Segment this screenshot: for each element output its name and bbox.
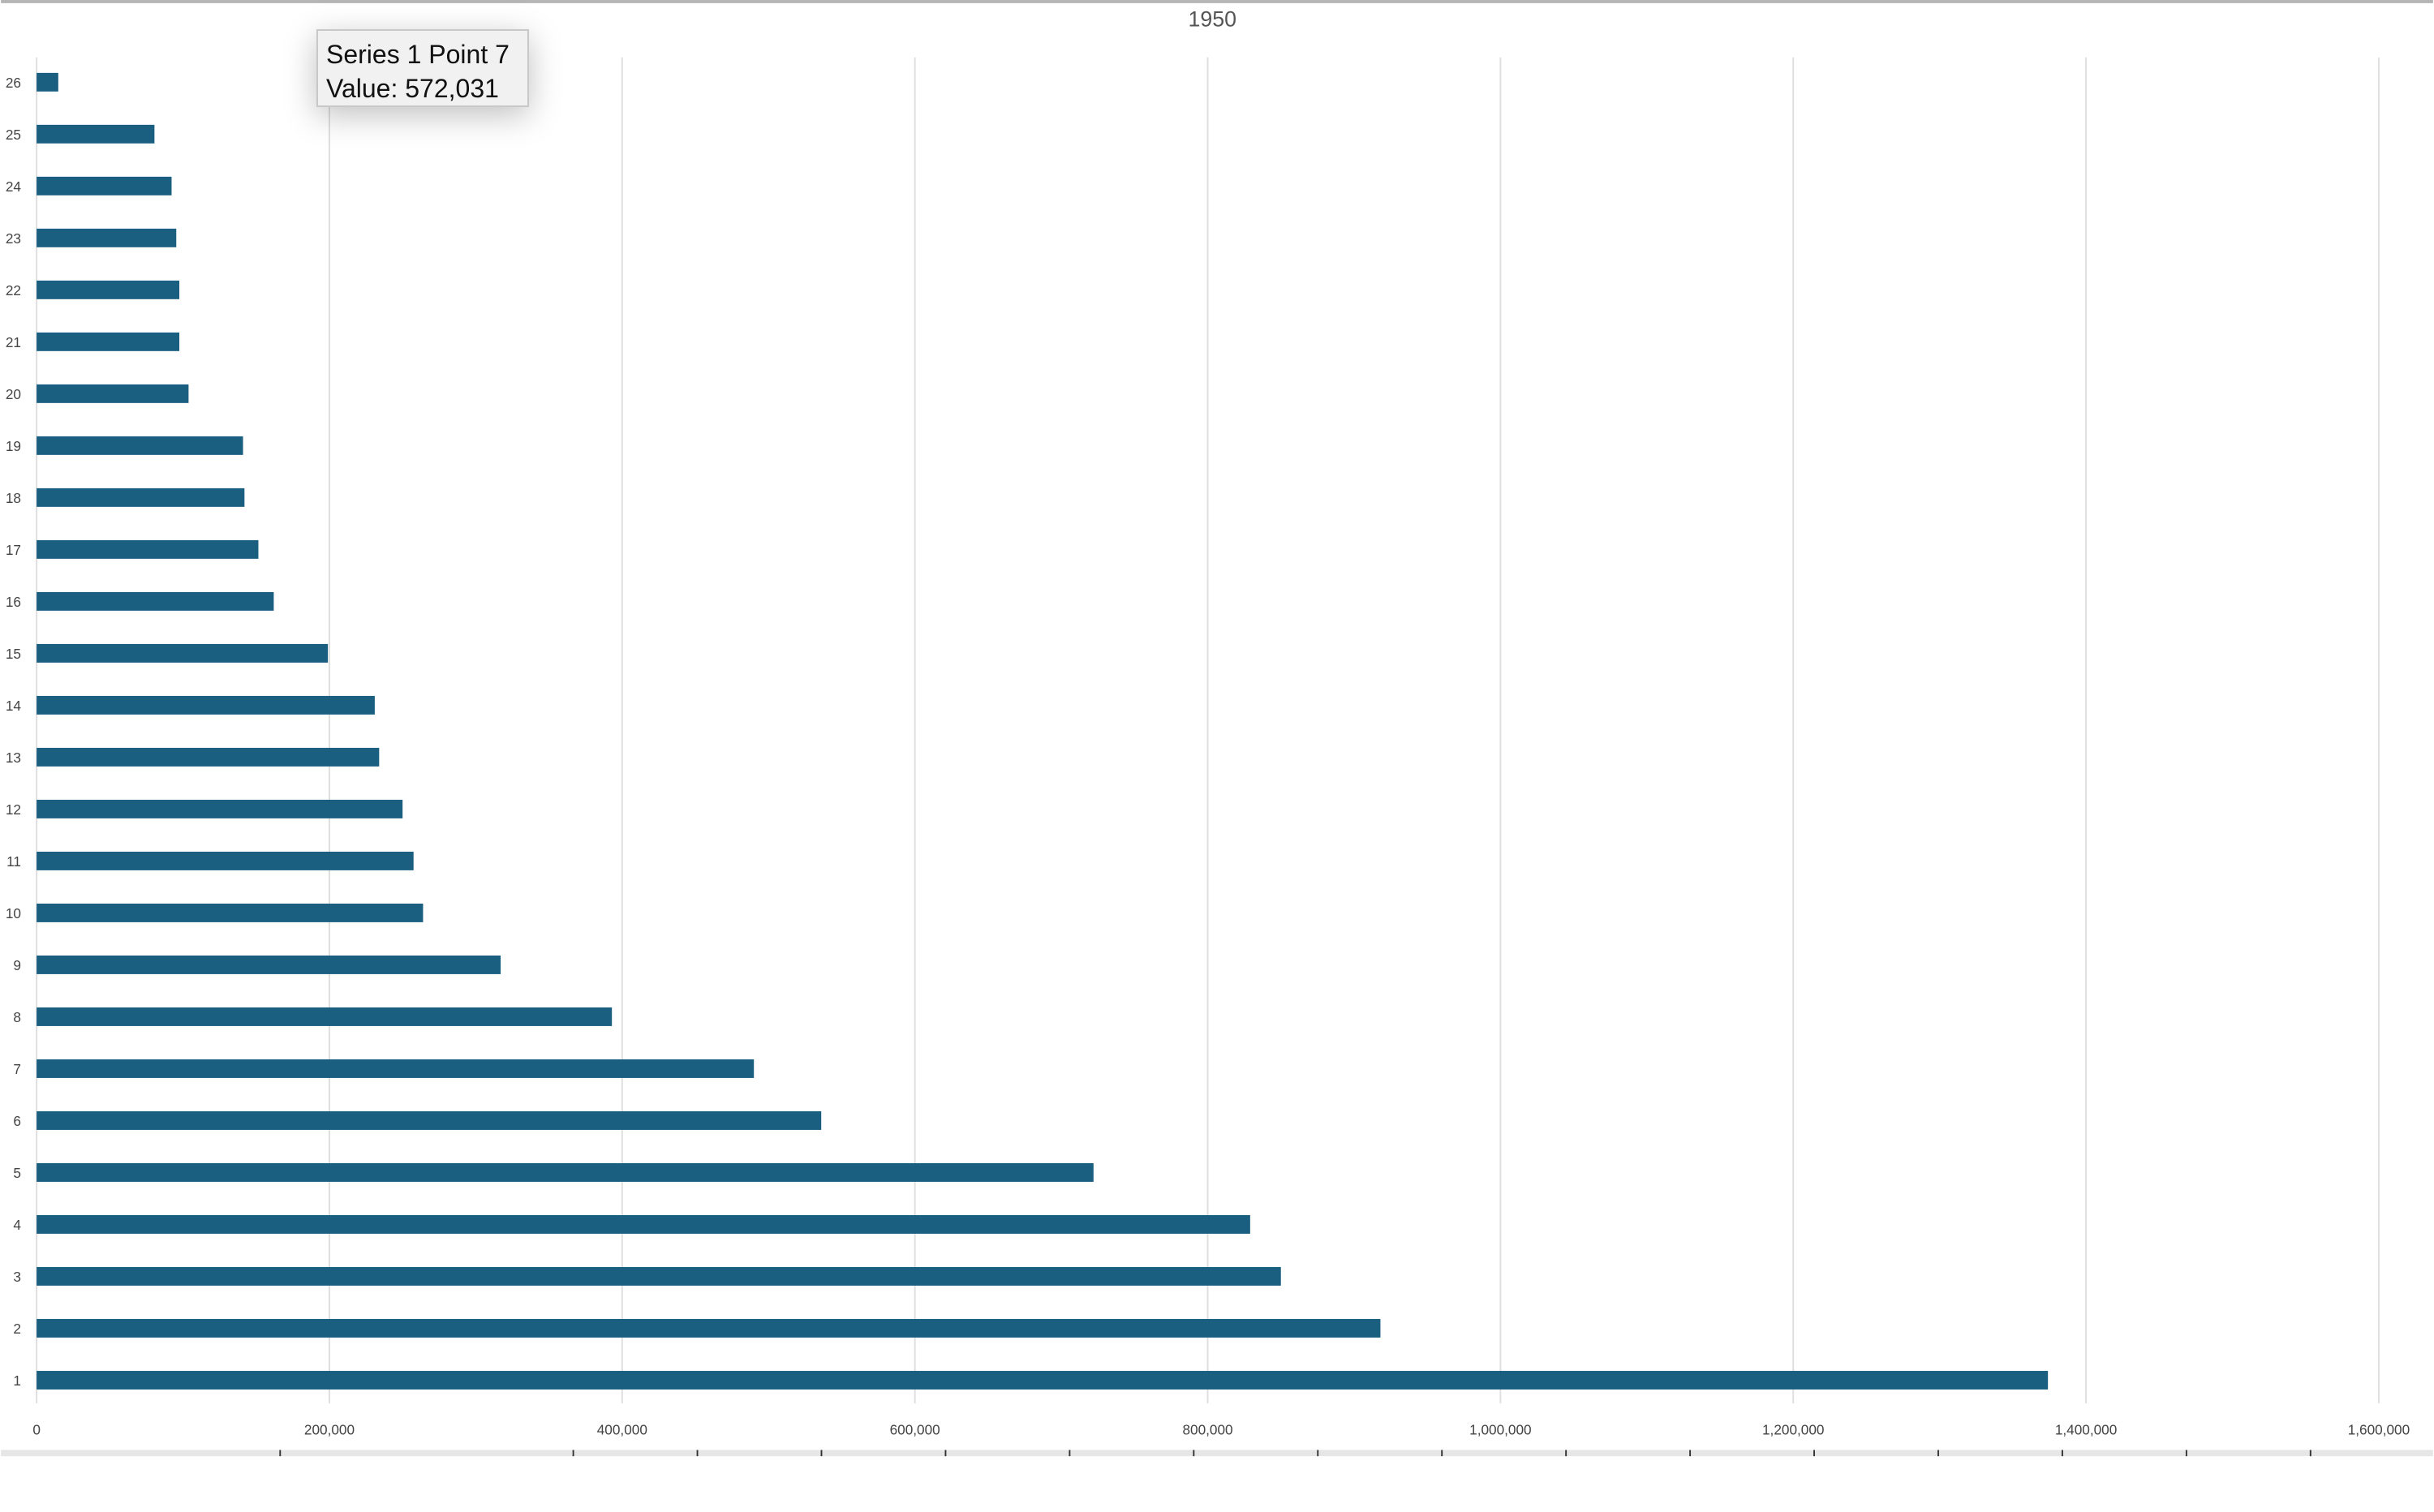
tooltip-series: Series 1 Point 7: [326, 40, 510, 69]
y-category-label: 9: [13, 957, 21, 973]
y-category-label: 11: [6, 853, 21, 870]
y-category-label: 25: [6, 127, 21, 143]
chart-title: 1950: [1189, 7, 1237, 32]
x-tick-label: 1,200,000: [1762, 1421, 1824, 1437]
bar[interactable]: [37, 1007, 613, 1026]
bar[interactable]: [37, 1319, 1381, 1338]
bar[interactable]: [37, 539, 259, 559]
tooltip-value: Value: 572,031: [326, 74, 499, 103]
bar[interactable]: [37, 1267, 1281, 1286]
bar[interactable]: [37, 1371, 2049, 1390]
y-category-label: 8: [13, 1009, 21, 1025]
y-category-label: 26: [6, 75, 21, 91]
bar[interactable]: [37, 903, 424, 922]
y-category-label: 3: [13, 1269, 21, 1285]
y-category-label: 20: [6, 386, 21, 402]
bar[interactable]: [37, 851, 414, 870]
tooltip: Series 1 Point 7 Value: 572,031: [316, 29, 529, 107]
bar[interactable]: [37, 955, 501, 974]
bar[interactable]: [37, 280, 180, 299]
bar[interactable]: [37, 124, 155, 144]
x-tick-label: 400,000: [597, 1421, 647, 1437]
y-category-label: 4: [13, 1217, 21, 1233]
bar[interactable]: [37, 799, 403, 818]
y-category-label: 17: [6, 542, 21, 558]
bar[interactable]: [37, 747, 380, 767]
y-category-label: 16: [6, 594, 21, 610]
bar[interactable]: [37, 332, 180, 351]
x-tick-label: 600,000: [890, 1421, 940, 1437]
y-category-label: 18: [6, 490, 21, 506]
horizontal-scrollbar[interactable]: [1, 1450, 2433, 1457]
y-category-label: 7: [13, 1061, 21, 1077]
bar[interactable]: [37, 695, 375, 715]
x-tick-label: 1,600,000: [2348, 1421, 2410, 1437]
bar[interactable]: [37, 1162, 1094, 1182]
x-tick-label: 1,000,000: [1469, 1421, 1531, 1437]
x-tick-label: 800,000: [1182, 1421, 1232, 1437]
y-category-label: 5: [13, 1165, 21, 1181]
bar[interactable]: [37, 384, 189, 403]
bar[interactable]: [37, 1110, 822, 1130]
bar[interactable]: [37, 488, 245, 507]
bar[interactable]: [37, 176, 172, 195]
bar[interactable]: [37, 436, 243, 455]
y-category-label: 24: [6, 178, 22, 195]
x-tick-label: 1,400,000: [2055, 1421, 2117, 1437]
bar[interactable]: [37, 643, 329, 663]
bar[interactable]: [37, 72, 58, 92]
x-tick-label: 200,000: [304, 1421, 355, 1437]
y-category-label: 21: [6, 334, 21, 350]
y-category-label: 15: [6, 646, 21, 662]
y-category-label: 6: [13, 1113, 21, 1129]
bar[interactable]: [37, 228, 177, 247]
bar[interactable]: [37, 1215, 1250, 1234]
x-tick-label: 0: [32, 1421, 41, 1437]
bar[interactable]: [37, 1059, 755, 1078]
y-category-label: 2: [13, 1321, 21, 1337]
y-category-label: 1: [13, 1372, 21, 1389]
y-category-label: 19: [6, 438, 21, 454]
y-category-label: 22: [6, 282, 21, 299]
y-category-label: 12: [6, 801, 21, 818]
bar[interactable]: [37, 591, 274, 611]
y-category-label: 13: [6, 750, 21, 766]
y-category-label: 14: [6, 698, 22, 714]
y-category-label: 10: [6, 905, 21, 921]
y-category-label: 23: [6, 230, 21, 247]
